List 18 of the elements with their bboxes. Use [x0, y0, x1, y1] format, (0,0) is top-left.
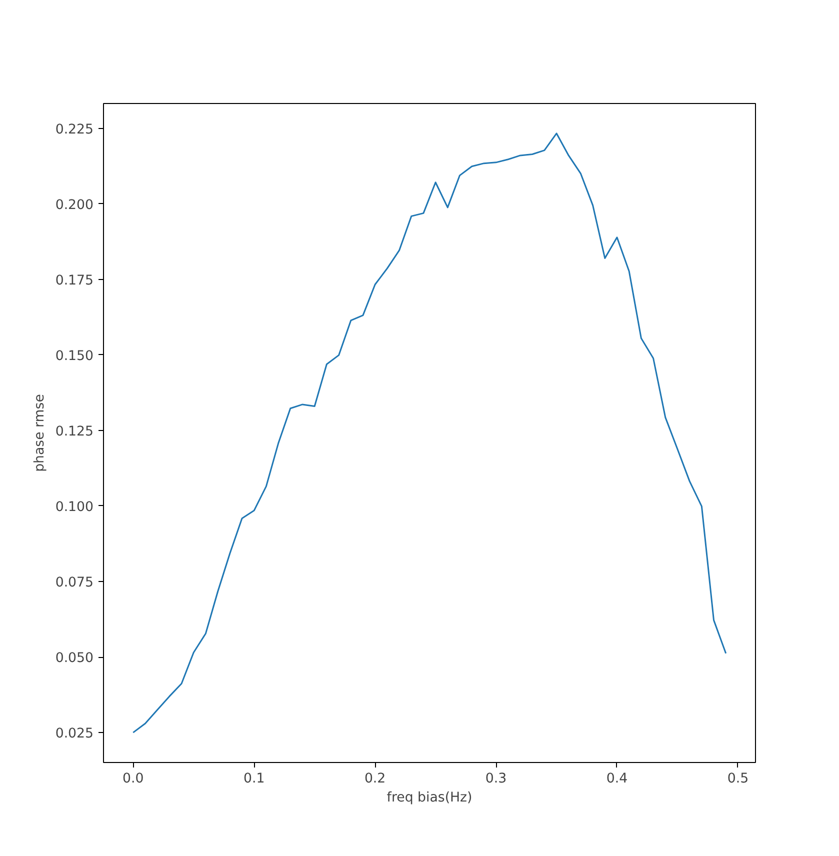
x-tick-label: 0.5 [727, 772, 749, 786]
y-tick-label: 0.150 [55, 348, 94, 364]
y-tick-label: 0.050 [55, 651, 94, 666]
x-tick-label: 0.0 [122, 772, 144, 786]
x-tick-label: 0.4 [606, 772, 628, 786]
x-tick-label: 0.2 [364, 772, 386, 786]
y-tick-label: 0.200 [55, 198, 94, 213]
y-tick-label: 0.225 [55, 122, 94, 138]
y-tick-label: 0.075 [55, 576, 94, 591]
y-axis-title: phase rmse [32, 394, 48, 472]
y-tick-label: 0.175 [55, 273, 94, 288]
line-series [132, 132, 727, 734]
y-tick-label: 0.125 [55, 424, 94, 440]
y-tick-label: 0.025 [55, 726, 94, 742]
x-tick-label: 0.1 [244, 772, 265, 786]
y-tick-label: 0.100 [55, 500, 94, 515]
x-tick-label: 0.3 [485, 772, 507, 786]
x-axis-title: freq bias(Hz) [386, 790, 472, 806]
